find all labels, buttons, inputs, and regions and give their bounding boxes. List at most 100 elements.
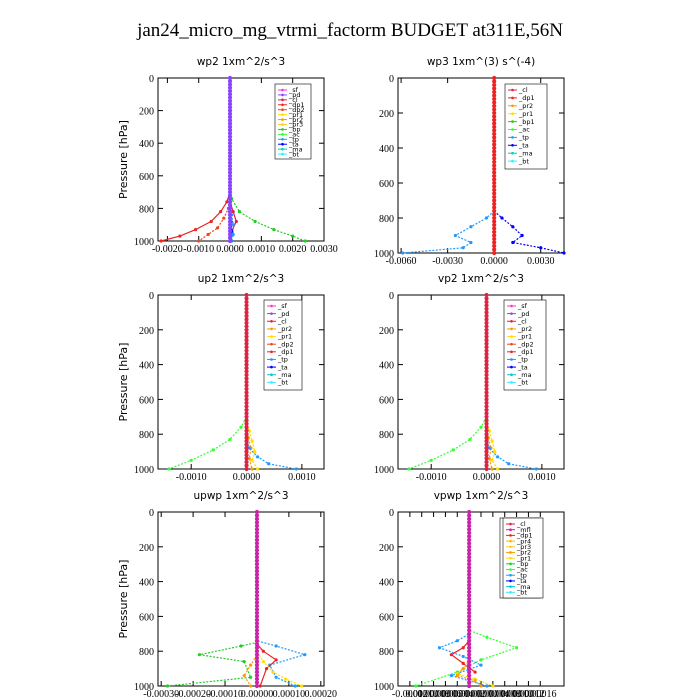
series-point-tp [469, 240, 473, 245]
legend-label: _sf [517, 302, 528, 310]
series-line-tp [402, 78, 495, 254]
profile-marker [467, 523, 472, 529]
legend: _sf_pd_cl_pr2_pr1_dp2_dp1_tp_ta_ma_bt [263, 299, 303, 391]
legend-marker [281, 108, 284, 112]
profile-marker [227, 203, 233, 208]
profile-marker [254, 652, 260, 657]
profile-marker [492, 240, 497, 245]
legend-label: _pr2 [288, 116, 303, 124]
profile-marker [227, 229, 233, 234]
profile-marker [227, 111, 233, 116]
legend-label: _ta [517, 363, 528, 371]
profile-marker [492, 156, 497, 161]
profile-marker [484, 348, 489, 353]
series-point-bp [248, 675, 253, 679]
series-point-pr1 [250, 439, 254, 443]
y-tick-label: 0 [389, 74, 394, 85]
legend-marker [511, 120, 514, 123]
legend-marker [509, 539, 512, 543]
profile-marker [492, 236, 497, 242]
profile-marker [254, 586, 260, 591]
profile-marker [254, 607, 260, 612]
series-point-pr1 [490, 439, 494, 443]
x-tick-label: 0.00010 [405, 689, 438, 700]
series-point-pr1 [256, 467, 260, 471]
y-tick-label: 800 [139, 647, 154, 658]
profile-marker [467, 537, 472, 542]
profile-marker [254, 669, 260, 675]
legend-label: _ac [288, 131, 300, 139]
profile-marker [492, 138, 497, 144]
legend-marker [511, 144, 514, 147]
profile-marker [244, 324, 249, 329]
profile-marker [227, 101, 233, 107]
profile-marker [254, 631, 260, 636]
series-point-pr1 [493, 450, 497, 454]
legend-marker [281, 147, 284, 151]
profile-marker [484, 459, 489, 465]
series-point-tp [303, 653, 307, 657]
legend-marker [509, 534, 512, 537]
series-point-ac [414, 684, 418, 688]
legend-marker [281, 142, 284, 146]
series-line-pr1 [456, 512, 494, 687]
legend-marker [281, 93, 284, 97]
series-point-ac [228, 437, 232, 442]
series-point-ta [511, 240, 515, 245]
series-point-tp [453, 233, 458, 238]
profile-marker [227, 180, 233, 185]
profile-marker [467, 617, 472, 622]
series-point-pr1 [284, 677, 288, 681]
profile-marker [492, 159, 497, 165]
legend-marker [509, 585, 512, 588]
profile-marker [254, 663, 260, 668]
profile-marker [484, 397, 489, 402]
series-point-dp1 [461, 661, 465, 665]
profile-marker [484, 359, 489, 364]
profile-marker [227, 150, 233, 156]
legend-marker [509, 545, 512, 549]
y-tick-label: 600 [139, 395, 154, 406]
series-point-bp [303, 239, 307, 243]
x-tick-label: 0.00000 [465, 689, 498, 700]
profile-marker [467, 572, 472, 577]
legend-marker [511, 104, 514, 108]
profile-marker [244, 292, 249, 298]
legend-marker [509, 579, 512, 583]
y-tick-label: 400 [379, 144, 394, 155]
series-point-tp [485, 684, 489, 688]
profile-marker [484, 418, 489, 423]
series-point-bp [272, 227, 276, 232]
profile-marker [467, 558, 472, 563]
legend-box [263, 299, 303, 391]
series-point-pr2 [479, 684, 483, 688]
x-tick-label: 0.00008 [488, 689, 521, 700]
legend-label: _bt [517, 379, 528, 387]
legend-marker [510, 335, 513, 338]
profile-marker [484, 313, 489, 318]
legend-marker [509, 573, 512, 577]
profile-marker [492, 201, 497, 207]
y-tick-label: 600 [379, 395, 394, 406]
profile-marker [254, 527, 260, 532]
profile-marker [484, 372, 489, 378]
legend-marker [510, 350, 513, 354]
profile-marker [492, 198, 497, 203]
y-tick-label: 600 [139, 172, 154, 183]
legend-label: _bp [288, 126, 301, 134]
series-point-dp1 [274, 658, 278, 662]
profile-marker [254, 603, 260, 609]
profile-marker [227, 190, 233, 195]
subplot-title: up2 1xm^2/s^3 [198, 273, 284, 285]
profile-marker [254, 589, 260, 595]
y-tick-label: 0 [389, 291, 394, 302]
legend-label: _sf [288, 86, 299, 94]
profile-marker [227, 173, 233, 178]
profile-marker [467, 621, 472, 626]
x-tick-label: -0.0010 [183, 244, 214, 255]
profile-marker [467, 649, 472, 654]
profile-marker [484, 411, 489, 416]
profile-marker [467, 652, 472, 657]
profile-marker [244, 334, 249, 339]
profile-marker [227, 121, 233, 126]
